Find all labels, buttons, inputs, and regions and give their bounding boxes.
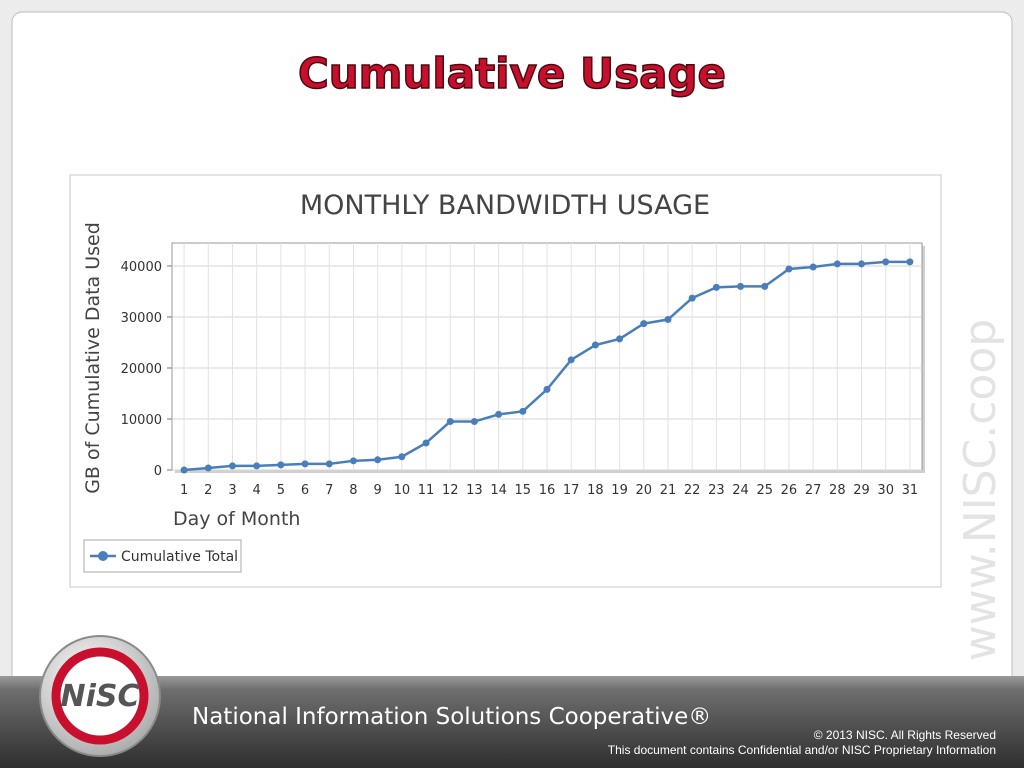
- x-tick-label: 19: [611, 483, 628, 498]
- data-point: [906, 258, 914, 266]
- data-point: [519, 407, 527, 415]
- x-tick-label: 5: [277, 483, 285, 498]
- y-tick-label: 40000: [121, 260, 162, 275]
- logo-circle: [51, 647, 149, 745]
- x-tick-label: 23: [708, 483, 725, 498]
- x-tick-label: 26: [781, 483, 798, 498]
- data-point: [543, 385, 551, 393]
- x-axis-label: Day of Month: [173, 508, 300, 530]
- data-point: [567, 356, 575, 364]
- x-tick-label: 16: [539, 483, 556, 498]
- organization: National Information Solutions Cooperati…: [192, 704, 711, 730]
- x-tick-label: 9: [374, 483, 382, 498]
- data-point: [882, 258, 890, 266]
- x-tick-label: 29: [853, 483, 870, 498]
- x-tick-label: 11: [418, 483, 435, 498]
- data-point: [204, 464, 212, 472]
- x-tick-label: 15: [515, 483, 532, 498]
- x-tick-label: 10: [394, 483, 411, 498]
- notice: This document contains Confidential and/…: [608, 743, 996, 757]
- logo-text: NiSC: [60, 679, 139, 714]
- x-tick-label: 31: [902, 483, 919, 498]
- data-point: [374, 456, 382, 464]
- data-point: [858, 260, 866, 268]
- data-point: [591, 341, 599, 349]
- x-tick-label: 14: [490, 483, 507, 498]
- data-point: [833, 260, 841, 268]
- y-tick-label: 20000: [121, 362, 162, 377]
- legend-label: Cumulative Total: [121, 549, 238, 565]
- legend-marker: [98, 551, 108, 561]
- x-tick-label: 30: [877, 483, 894, 498]
- y-tick-label: 0: [154, 464, 162, 479]
- x-tick-label: 2: [204, 483, 212, 498]
- x-tick-label: 12: [442, 483, 459, 498]
- x-tick-label: 13: [466, 483, 483, 498]
- x-tick-label: 1: [180, 483, 188, 498]
- data-point: [398, 453, 406, 461]
- data-point: [470, 418, 478, 426]
- data-point: [422, 439, 430, 447]
- slide-title: Cumulative Usage: [298, 49, 726, 98]
- data-point: [301, 460, 309, 468]
- data-point: [737, 282, 745, 290]
- data-point: [180, 466, 188, 474]
- x-tick-label: 8: [349, 483, 357, 498]
- data-point: [712, 283, 720, 291]
- data-point: [761, 282, 769, 290]
- x-tick-label: 18: [587, 483, 604, 498]
- chart-title: MONTHLY BANDWIDTH USAGE: [300, 190, 710, 221]
- data-point: [664, 316, 672, 324]
- x-tick-label: 27: [805, 483, 822, 498]
- x-tick-label: 25: [756, 483, 773, 498]
- x-tick-label: 7: [325, 483, 333, 498]
- data-point: [809, 263, 817, 271]
- footer-band: [0, 676, 1024, 768]
- data-point: [640, 320, 648, 328]
- data-point: [325, 460, 333, 468]
- data-point: [616, 335, 624, 343]
- chart: MONTHLY BANDWIDTH USAGE GB of Cumulative …: [82, 190, 925, 573]
- watermark: www.NISC.coop: [955, 319, 1006, 661]
- data-point: [228, 462, 236, 470]
- x-tick-label: 4: [253, 483, 261, 498]
- x-tick-label: 24: [732, 483, 749, 498]
- x-tick-label: 22: [684, 483, 701, 498]
- data-point: [277, 461, 285, 469]
- data-point: [253, 462, 261, 470]
- y-axis-label: GB of Cumulative Data Used: [82, 222, 104, 494]
- y-tick-label: 10000: [121, 413, 162, 428]
- data-point: [349, 457, 357, 465]
- x-tick-label: 6: [301, 483, 309, 498]
- data-point: [495, 410, 503, 418]
- data-point: [785, 265, 793, 273]
- x-tick-label: 17: [563, 483, 580, 498]
- x-tick-label: 3: [228, 483, 236, 498]
- x-tick-label: 21: [660, 483, 677, 498]
- data-point: [688, 294, 696, 302]
- copyright: © 2013 NISC. All Rights Reserved: [814, 728, 996, 742]
- x-tick-label: 28: [829, 483, 846, 498]
- data-point: [446, 418, 454, 426]
- y-tick-label: 30000: [121, 311, 162, 326]
- x-tick-label: 20: [636, 483, 653, 498]
